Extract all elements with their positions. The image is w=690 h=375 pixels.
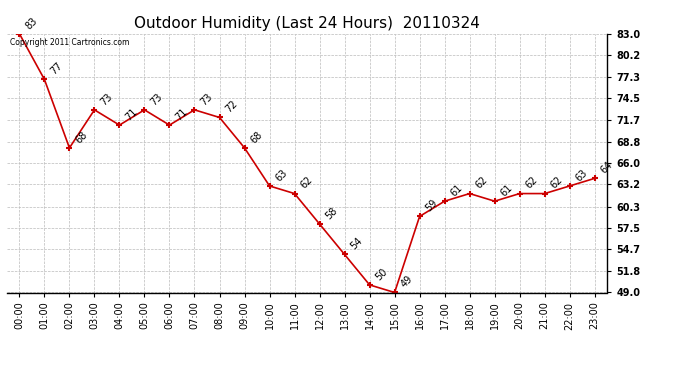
Text: 77: 77 xyxy=(48,61,64,76)
Text: 68: 68 xyxy=(248,129,264,145)
Text: 62: 62 xyxy=(474,175,490,191)
Text: 68: 68 xyxy=(74,129,89,145)
Text: 63: 63 xyxy=(574,168,589,183)
Text: 71: 71 xyxy=(124,106,139,122)
Text: 73: 73 xyxy=(148,91,164,107)
Text: 62: 62 xyxy=(299,175,315,191)
Text: 64: 64 xyxy=(599,160,615,176)
Text: 58: 58 xyxy=(324,206,339,221)
Text: Copyright 2011 Cartronics.com: Copyright 2011 Cartronics.com xyxy=(10,38,129,46)
Text: 49: 49 xyxy=(399,274,415,290)
Text: 63: 63 xyxy=(274,168,289,183)
Text: 73: 73 xyxy=(99,91,115,107)
Title: Outdoor Humidity (Last 24 Hours)  20110324: Outdoor Humidity (Last 24 Hours) 2011032… xyxy=(134,16,480,31)
Text: 61: 61 xyxy=(448,183,464,198)
Text: 61: 61 xyxy=(499,183,515,198)
Text: 50: 50 xyxy=(374,266,390,282)
Text: 71: 71 xyxy=(174,106,190,122)
Text: 54: 54 xyxy=(348,236,364,252)
Text: 59: 59 xyxy=(424,198,440,214)
Text: 83: 83 xyxy=(23,15,39,31)
Text: 62: 62 xyxy=(549,175,564,191)
Text: 62: 62 xyxy=(524,175,540,191)
Text: 73: 73 xyxy=(199,91,215,107)
Text: 72: 72 xyxy=(224,99,239,115)
